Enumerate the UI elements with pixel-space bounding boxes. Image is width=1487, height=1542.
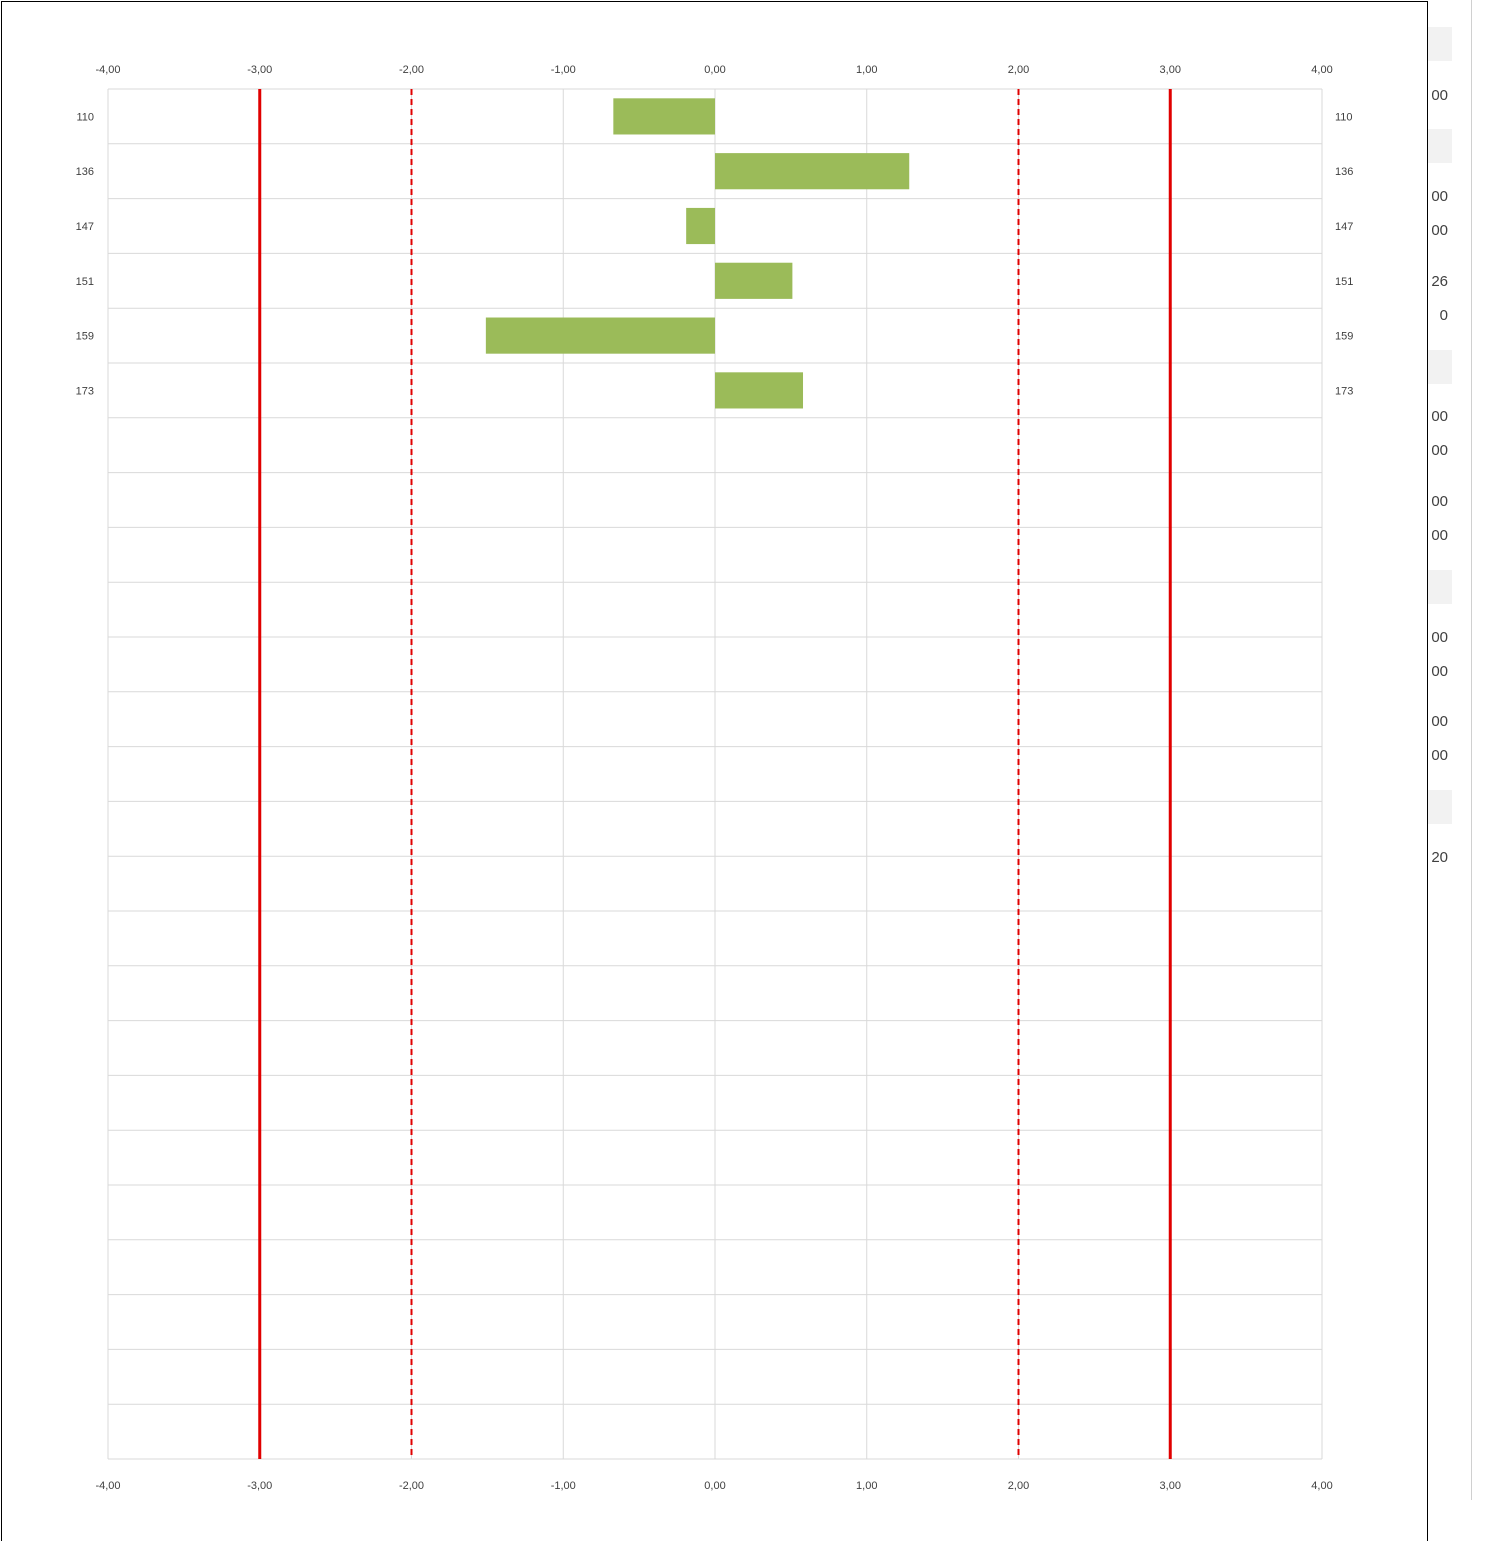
x-tick-label-top: 3,00 [1160,64,1181,76]
background-value: 00 [1431,493,1448,510]
x-tick-label-top: -1,00 [551,64,576,76]
bar [715,153,910,190]
background-value: 00 [1431,188,1448,205]
x-tick-label-bottom: 4,00 [1311,1480,1332,1492]
x-tick-label-top: -2,00 [399,64,424,76]
background-band [1425,570,1452,604]
x-tick-label-bottom: -2,00 [399,1480,424,1492]
category-label-right: 173 [1335,385,1353,397]
x-tick-label-top: -4,00 [95,64,120,76]
x-tick-label-top: 0,00 [704,64,725,76]
background-value: 00 [1431,629,1448,646]
category-label-left: 151 [76,276,94,288]
x-tick-label-bottom: -1,00 [551,1480,576,1492]
background-value: 26 [1431,273,1448,290]
category-label-left: 136 [76,166,94,178]
background-band [1425,129,1452,163]
category-label-left: 110 [76,111,94,123]
x-tick-label-top: 4,00 [1311,64,1332,76]
background-value: 20 [1431,849,1448,866]
bar-chart: -4,00 -4,00 -3,00 -3,00 -2,00 -2,00 -1,00 -1,00… [76,64,1354,1492]
background-panel [1425,0,1472,1502]
category-label-right: 159 [1335,331,1353,343]
x-tick-label-top: -3,00 [247,64,272,76]
bar [715,262,793,299]
x-tick-label-bottom: 1,00 [856,1480,877,1492]
category-label-right: 147 [1335,221,1353,233]
category-label-right: 110 [1335,111,1353,123]
bar [715,372,804,409]
background-value: 00 [1431,408,1448,425]
x-tick-label-bottom: -3,00 [247,1480,272,1492]
background-value: 00 [1431,713,1448,730]
background-value: 00 [1431,747,1448,764]
x-tick-label-top: 2,00 [1008,64,1029,76]
bar [485,317,715,354]
x-tick-label-bottom: 2,00 [1008,1480,1029,1492]
background-band [1425,350,1452,384]
x-tick-label-bottom: -4,00 [95,1480,120,1492]
category-label-right: 151 [1335,276,1353,288]
x-tick-label-bottom: 3,00 [1160,1480,1181,1492]
x-tick-label-bottom: 0,00 [704,1480,725,1492]
category-label-left: 147 [76,221,94,233]
background-value: 00 [1431,87,1448,104]
bar [686,207,715,245]
category-label-right: 136 [1335,166,1353,178]
chart-area: -4,00 -4,00 -3,00 -3,00 -2,00 -2,00 -1,00 -1,00… [1,1,1428,1541]
x-tick-label-top: 1,00 [856,64,877,76]
background-value: 00 [1431,442,1448,459]
background-value: 00 [1431,222,1448,239]
background-value: 0 [1439,307,1448,324]
category-label-left: 173 [76,385,94,397]
category-label-left: 159 [76,331,94,343]
background-value: 00 [1431,663,1448,680]
background-band [1425,790,1452,824]
background-value: 00 [1431,527,1448,544]
background-band [1425,27,1452,61]
background-footer [1425,1500,1487,1541]
bar [613,98,715,135]
